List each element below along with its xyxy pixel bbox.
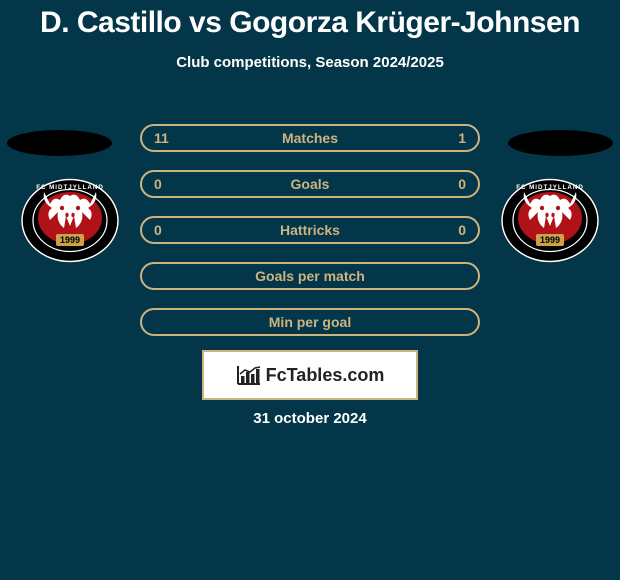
stat-row-hattricks: 0 Hattricks 0 xyxy=(140,216,480,244)
svg-text:1999: 1999 xyxy=(60,235,80,245)
bar-chart-icon xyxy=(236,364,262,386)
club-crest-right: 1999 FC MIDTJYLLAND xyxy=(500,178,600,263)
stat-right-value: 1 xyxy=(436,130,466,146)
stat-left-value: 0 xyxy=(154,176,184,192)
stat-row-goals-per-match: Goals per match xyxy=(140,262,480,290)
subtitle: Club competitions, Season 2024/2025 xyxy=(0,54,620,71)
date-label: 31 october 2024 xyxy=(0,410,620,427)
stat-row-matches: 11 Matches 1 xyxy=(140,124,480,152)
stat-left-value: 0 xyxy=(154,222,184,238)
stat-row-min-per-goal: Min per goal xyxy=(140,308,480,336)
svg-text:FC MIDTJYLLAND: FC MIDTJYLLAND xyxy=(516,184,584,191)
stat-row-goals: 0 Goals 0 xyxy=(140,170,480,198)
page-title: D. Castillo vs Gogorza Krüger-Johnsen xyxy=(0,0,620,40)
svg-text:FC MIDTJYLLAND: FC MIDTJYLLAND xyxy=(36,184,104,191)
player-shadow-left xyxy=(7,130,112,156)
stat-label: Goals per match xyxy=(184,268,436,284)
stat-right-value: 0 xyxy=(436,176,466,192)
stat-label: Matches xyxy=(184,130,436,146)
fctables-logo[interactable]: FcTables.com xyxy=(202,350,418,400)
club-crest-left: 1999 FC MIDTJYLLAND xyxy=(20,178,120,263)
stat-label: Min per goal xyxy=(184,314,436,330)
player-shadow-right xyxy=(508,130,613,156)
stat-label: Goals xyxy=(184,176,436,192)
stat-right-value: 0 xyxy=(436,222,466,238)
stats-panel: 11 Matches 1 0 Goals 0 0 Hattricks 0 Goa… xyxy=(140,124,480,354)
logo-text: FcTables.com xyxy=(266,365,385,386)
stat-left-value: 11 xyxy=(154,130,184,146)
svg-text:1999: 1999 xyxy=(540,235,560,245)
stat-label: Hattricks xyxy=(184,222,436,238)
